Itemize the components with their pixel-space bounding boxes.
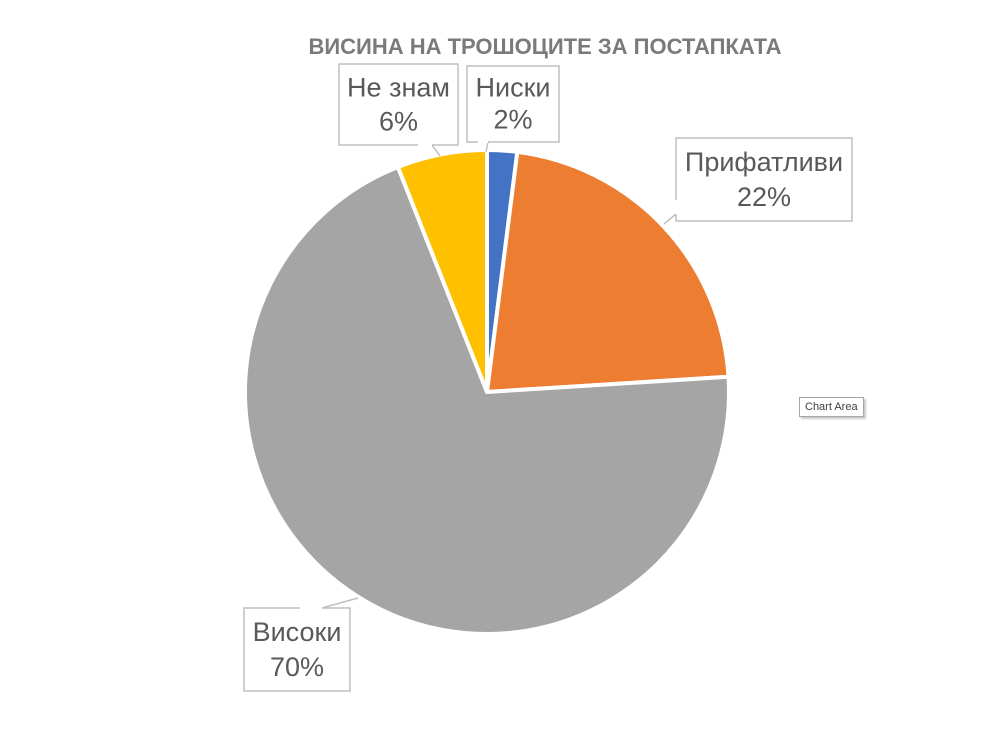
callout-pointer: [663, 200, 677, 225]
slice-category-label: Прифатливи: [685, 147, 843, 177]
data-label-callout[interactable]: Не знам 6%: [338, 63, 459, 157]
callout-box: [466, 65, 560, 143]
pie-slice-2[interactable]: [485, 149, 731, 394]
slice-percent-label: 6%: [379, 106, 418, 136]
callout-box: [243, 607, 351, 692]
callout-box: [338, 63, 459, 146]
pie-slice-3[interactable]: [243, 164, 731, 636]
data-label-callout[interactable]: Прифатливи 22%: [663, 137, 853, 225]
slice-category-label: Високи: [253, 617, 342, 647]
slice-category-label: Не знам: [347, 72, 450, 102]
slice-percent-label: 22%: [737, 182, 791, 212]
callout-pointer: [300, 597, 359, 609]
callout-box: [675, 137, 853, 222]
callout-pointer: [418, 144, 441, 157]
slice-percent-label: 70%: [270, 652, 324, 682]
data-label-callout[interactable]: Високи 70%: [243, 597, 359, 692]
chart-title: ВИСИНА НА ТРОШОЦИТЕ ЗА ПОСТАПКАТА: [308, 34, 782, 59]
slice-percent-label: 2%: [493, 104, 532, 134]
slice-category-label: Ниски: [476, 72, 551, 102]
chart-area-tooltip: Chart Area: [799, 397, 864, 417]
